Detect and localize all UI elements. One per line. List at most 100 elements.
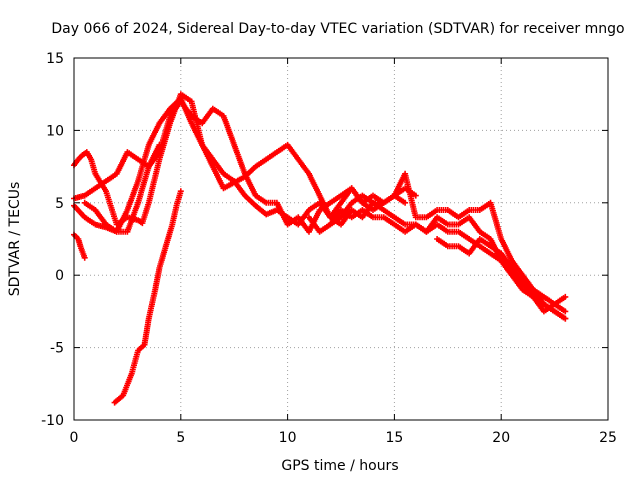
data-point-markers (81, 186, 97, 199)
data-point-markers (145, 122, 162, 148)
data-point-markers (380, 214, 396, 227)
data-point-markers (434, 221, 449, 234)
y-tick-label: 5 (55, 196, 64, 212)
data-point-markers (295, 156, 311, 176)
x-tick-label: 15 (385, 430, 403, 446)
x-tick-label: 5 (176, 430, 185, 446)
data-point-markers (120, 372, 134, 399)
data-point-markers (338, 207, 353, 220)
data-point-markers (455, 228, 471, 241)
data-point-markers (209, 156, 226, 176)
data-point-markers (508, 272, 525, 292)
data-point-markers (434, 214, 449, 227)
data-point-markers (455, 208, 471, 221)
data-point-markers (103, 221, 118, 234)
chart-title: Day 066 of 2024, Sidereal Day-to-day VTE… (51, 21, 624, 37)
data-point-markers (423, 208, 439, 221)
data-point-markers (273, 207, 289, 220)
data-point-markers (156, 245, 169, 271)
data-point-markers (177, 95, 194, 125)
data-point-markers (380, 193, 396, 206)
data-point-markers (263, 143, 289, 163)
data-point-markers (476, 228, 492, 241)
data-point-markers (476, 236, 492, 248)
data-point-markers (135, 217, 144, 226)
data-point-markers (498, 250, 514, 270)
y-axis-label: SDTVAR / TECUs (7, 182, 23, 297)
data-point-markers (135, 143, 152, 185)
data-point-markers (92, 207, 108, 226)
data-point-markers (327, 193, 343, 206)
data-point-markers (92, 179, 108, 192)
data-point-markers (530, 293, 546, 306)
data-point-markers (498, 257, 514, 277)
data-point-markers (444, 207, 460, 220)
data-point-markers (476, 243, 492, 256)
data-point-markers (252, 192, 268, 205)
data-point-markers (348, 193, 364, 206)
data-point-markers (316, 222, 332, 235)
y-tick-label: 0 (55, 268, 64, 284)
x-tick-label: 10 (279, 430, 297, 446)
data-point-markers (316, 199, 333, 219)
data-points (71, 91, 569, 406)
data-point-markers (79, 150, 89, 158)
data-point-markers (231, 178, 247, 197)
data-point-markers (402, 222, 417, 235)
data-point-markers (199, 141, 215, 161)
x-tick-label: 20 (492, 430, 510, 446)
data-point-markers (508, 265, 525, 284)
data-point-markers (551, 308, 569, 322)
data-point-markers (124, 149, 140, 162)
data-point-markers (173, 188, 184, 209)
data-point-markers (487, 199, 504, 240)
data-point-markers (252, 157, 268, 170)
data-point-markers (284, 141, 301, 161)
data-point-markers (359, 207, 375, 220)
data-point-markers (152, 266, 163, 293)
data-point-markers (135, 165, 152, 206)
data-point-markers (519, 286, 535, 299)
data-point-markers (402, 170, 419, 219)
data-point-markers (113, 150, 130, 177)
x-tick-label: 0 (70, 430, 79, 446)
data-point-markers (295, 208, 311, 228)
data-point-markers (466, 236, 482, 248)
data-point-markers (220, 170, 236, 183)
data-point-markers (241, 170, 258, 197)
data-point-markers (162, 223, 175, 250)
data-point-markers (124, 180, 141, 213)
data-point-markers (177, 91, 193, 104)
data-point-markers (145, 158, 162, 206)
x-axis-label: GPS time / hours (281, 458, 398, 474)
grid (74, 58, 608, 420)
data-point-markers (391, 214, 407, 227)
y-tick-label: -10 (41, 413, 64, 429)
data-point-markers (423, 222, 439, 235)
data-point-markers (519, 272, 536, 292)
data-point-markers (530, 286, 546, 299)
data-point-markers (380, 207, 396, 220)
data-point-markers (81, 214, 97, 227)
series-arc-6 (111, 188, 184, 406)
series-arc-5 (81, 141, 163, 235)
data-point-markers (141, 317, 152, 348)
data-point-markers (156, 107, 172, 127)
data-point-markers (145, 288, 158, 322)
data-point-markers (135, 343, 146, 354)
y-tick-label: 10 (46, 123, 64, 139)
data-point-markers (348, 208, 364, 221)
y-tick-label: -5 (50, 341, 64, 357)
data-point-markers (139, 201, 152, 227)
data-point-markers (83, 149, 93, 161)
data-point-markers (145, 141, 163, 170)
data-point-markers (306, 170, 322, 197)
data-point-markers (124, 201, 141, 235)
data-point-markers (231, 141, 248, 175)
data-point-markers (434, 236, 449, 248)
data-point-markers (209, 105, 225, 118)
data-point-markers (241, 192, 257, 208)
plot-frame (73, 57, 609, 421)
data-point-markers (75, 153, 85, 163)
